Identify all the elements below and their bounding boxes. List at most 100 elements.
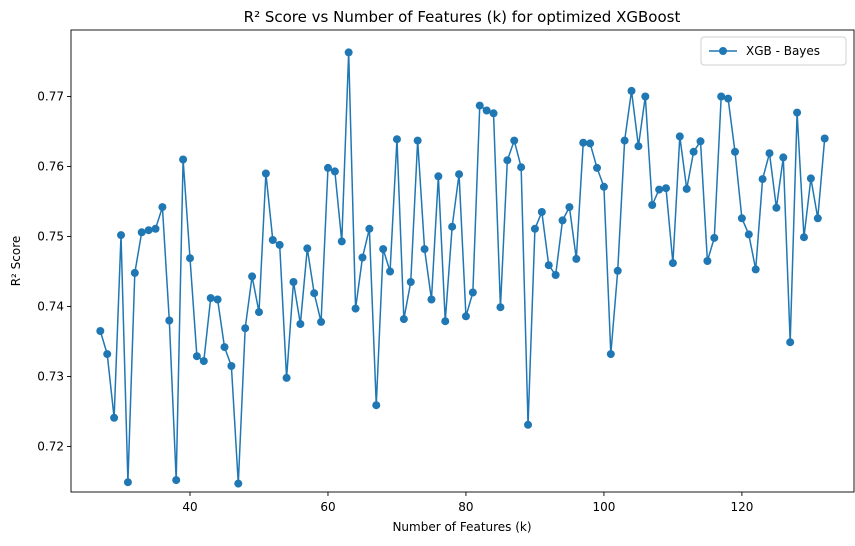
data-point bbox=[744, 230, 753, 239]
data-point bbox=[172, 476, 181, 485]
data-point bbox=[799, 233, 808, 242]
data-point bbox=[330, 167, 339, 176]
y-tick-label: 0.75 bbox=[37, 230, 64, 244]
data-point bbox=[530, 224, 539, 233]
data-point bbox=[254, 308, 263, 317]
data-point bbox=[282, 373, 291, 382]
data-point bbox=[524, 420, 533, 429]
data-point bbox=[634, 142, 643, 151]
data-point bbox=[441, 317, 450, 326]
data-point bbox=[648, 201, 657, 209]
x-axis-label: Number of Features (k) bbox=[392, 520, 531, 534]
series-line bbox=[99, 51, 826, 485]
x-tick-label: 40 bbox=[182, 500, 197, 514]
data-point bbox=[337, 237, 346, 246]
data-point bbox=[186, 254, 195, 263]
data-point bbox=[758, 175, 767, 184]
data-point bbox=[303, 244, 312, 253]
data-point bbox=[323, 163, 332, 172]
data-point bbox=[468, 288, 477, 297]
data-point bbox=[537, 208, 546, 216]
data-point bbox=[179, 155, 188, 164]
plot-frame bbox=[70, 29, 855, 493]
data-point bbox=[123, 478, 132, 487]
y-tick-label: 0.77 bbox=[37, 90, 64, 104]
data-point bbox=[275, 240, 284, 249]
data-point bbox=[234, 479, 243, 488]
data-point bbox=[427, 295, 436, 304]
y-axis: 0.72 0.73 0.74 0.75 0.76 0.77 bbox=[37, 90, 71, 454]
data-point bbox=[565, 203, 574, 212]
data-point bbox=[399, 315, 408, 324]
data-point bbox=[717, 92, 726, 101]
data-point bbox=[613, 266, 622, 275]
data-point bbox=[351, 304, 360, 313]
data-point bbox=[737, 214, 746, 223]
data-point bbox=[765, 149, 774, 158]
data-point bbox=[213, 295, 222, 304]
data-point bbox=[606, 350, 615, 359]
legend: XGB - Bayes bbox=[700, 36, 847, 66]
data-point bbox=[317, 317, 326, 326]
data-point bbox=[372, 401, 381, 410]
data-point bbox=[344, 48, 353, 57]
data-point bbox=[165, 316, 174, 325]
data-point bbox=[379, 245, 388, 254]
data-point bbox=[199, 357, 208, 366]
data-point bbox=[806, 174, 815, 183]
data-point bbox=[489, 109, 498, 118]
data-point bbox=[220, 343, 229, 352]
data-point bbox=[206, 294, 215, 303]
x-tick-label: 80 bbox=[458, 500, 473, 514]
data-point bbox=[96, 327, 105, 335]
series-layer bbox=[96, 48, 829, 488]
data-point bbox=[227, 362, 236, 370]
data-point bbox=[675, 132, 684, 141]
data-point bbox=[641, 92, 650, 101]
data-point bbox=[248, 272, 257, 281]
data-point bbox=[241, 324, 250, 333]
data-point bbox=[413, 136, 422, 145]
data-point bbox=[289, 278, 298, 286]
legend-marker-swatch bbox=[719, 47, 727, 55]
data-point bbox=[710, 233, 719, 242]
data-point bbox=[365, 224, 374, 233]
data-point bbox=[144, 226, 153, 235]
data-point bbox=[503, 156, 512, 165]
data-point bbox=[820, 134, 829, 143]
x-axis: 40 60 80 100 120 bbox=[182, 492, 753, 514]
data-point bbox=[406, 278, 415, 286]
data-point bbox=[455, 170, 464, 179]
x-tick-label: 120 bbox=[730, 500, 753, 514]
y-tick-label: 0.72 bbox=[37, 440, 64, 454]
data-point bbox=[579, 138, 588, 147]
data-point bbox=[786, 338, 795, 347]
plot-area bbox=[70, 29, 855, 493]
data-point bbox=[434, 172, 443, 181]
data-point bbox=[544, 261, 553, 270]
data-point bbox=[572, 254, 581, 263]
data-point bbox=[662, 184, 671, 193]
data-point bbox=[461, 312, 470, 321]
data-point bbox=[724, 94, 733, 103]
data-point bbox=[655, 185, 664, 194]
data-point bbox=[558, 216, 567, 225]
chart-title: R² Score vs Number of Features (k) for o… bbox=[244, 8, 681, 26]
data-point bbox=[137, 228, 146, 237]
legend-label: XGB - Bayes bbox=[746, 44, 820, 58]
data-point bbox=[448, 222, 457, 231]
legend-box bbox=[700, 36, 847, 66]
data-point bbox=[730, 147, 739, 156]
data-point bbox=[192, 352, 201, 361]
data-point bbox=[158, 203, 167, 212]
data-point bbox=[620, 136, 629, 145]
data-point bbox=[296, 320, 305, 328]
data-point bbox=[599, 182, 608, 191]
data-point bbox=[475, 101, 484, 110]
data-point bbox=[793, 108, 802, 117]
data-point bbox=[627, 86, 636, 95]
data-point bbox=[392, 135, 401, 144]
data-point bbox=[551, 271, 560, 279]
x-tick-label: 100 bbox=[592, 500, 615, 514]
data-point bbox=[751, 265, 760, 274]
